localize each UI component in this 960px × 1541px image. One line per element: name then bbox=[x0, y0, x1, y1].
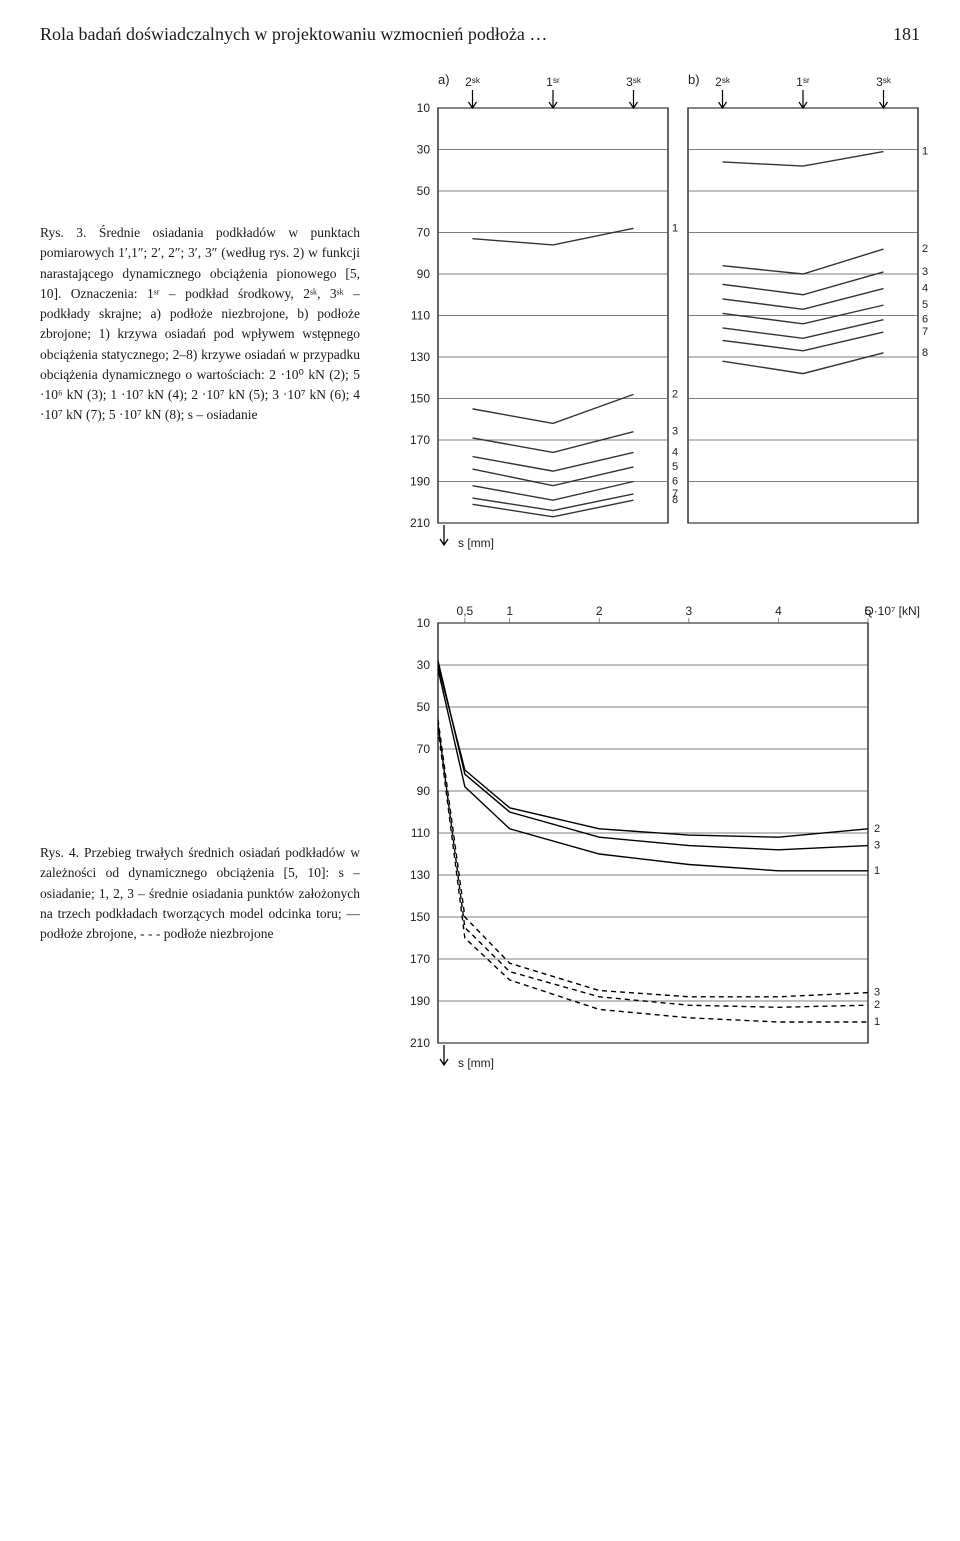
svg-text:4: 4 bbox=[672, 446, 678, 458]
svg-text:3: 3 bbox=[874, 840, 880, 852]
svg-text:170: 170 bbox=[410, 952, 430, 966]
svg-text:3: 3 bbox=[672, 426, 678, 438]
svg-text:50: 50 bbox=[417, 700, 431, 714]
svg-text:2: 2 bbox=[672, 388, 678, 400]
svg-text:1ˢʳ: 1ˢʳ bbox=[796, 75, 810, 89]
svg-text:1ˢʳ: 1ˢʳ bbox=[546, 75, 560, 89]
svg-text:2ˢᵏ: 2ˢᵏ bbox=[465, 75, 481, 89]
svg-text:130: 130 bbox=[410, 350, 430, 364]
figure-3-block: Rys. 3. Średnie osiadania podkładów w pu… bbox=[40, 73, 920, 553]
svg-text:0,5: 0,5 bbox=[457, 604, 474, 618]
svg-text:50: 50 bbox=[417, 184, 431, 198]
figure-4-caption: Rys. 4. Przebieg trwałych średnich osiad… bbox=[40, 593, 360, 944]
svg-text:8: 8 bbox=[672, 494, 678, 506]
svg-text:3: 3 bbox=[922, 266, 928, 278]
svg-text:1: 1 bbox=[672, 222, 678, 234]
svg-text:150: 150 bbox=[410, 392, 430, 406]
svg-text:Q·10⁷ [kN]: Q·10⁷ [kN] bbox=[864, 604, 920, 618]
svg-text:170: 170 bbox=[410, 433, 430, 447]
svg-text:1: 1 bbox=[874, 865, 880, 877]
svg-text:b): b) bbox=[688, 73, 700, 87]
svg-text:210: 210 bbox=[410, 1036, 430, 1050]
svg-text:6: 6 bbox=[922, 314, 928, 326]
svg-text:2: 2 bbox=[922, 243, 928, 255]
svg-text:210: 210 bbox=[410, 516, 430, 530]
svg-text:10: 10 bbox=[417, 101, 431, 115]
svg-text:150: 150 bbox=[410, 910, 430, 924]
svg-text:s [mm]: s [mm] bbox=[458, 1056, 494, 1070]
figure-3-svg: 10 30 50 70 90 110 130 150 170 190 210 s [mm] 2ˢᵏ 1ˢʳ… bbox=[388, 73, 928, 553]
svg-text:8: 8 bbox=[922, 347, 928, 359]
figure-4-svg: 10305070901101301501701902100,512345Q·10… bbox=[388, 593, 928, 1073]
svg-text:s [mm]: s [mm] bbox=[458, 536, 494, 550]
figure-3-caption-text: Średnie osiadania podkładów w punktach p… bbox=[40, 225, 360, 422]
figure-3-caption: Rys. 3. Średnie osiadania podkładów w pu… bbox=[40, 73, 360, 553]
page-number: 181 bbox=[893, 24, 920, 45]
figure-4-label: Rys. 4. bbox=[40, 845, 79, 860]
svg-text:190: 190 bbox=[410, 475, 430, 489]
svg-text:3: 3 bbox=[874, 987, 880, 999]
svg-text:5: 5 bbox=[922, 299, 928, 311]
svg-text:70: 70 bbox=[417, 742, 431, 756]
svg-text:1: 1 bbox=[506, 604, 513, 618]
svg-text:110: 110 bbox=[411, 309, 430, 323]
svg-text:3: 3 bbox=[685, 604, 692, 618]
figure-4-block: Rys. 4. Przebieg trwałych średnich osiad… bbox=[40, 593, 920, 1073]
svg-text:10: 10 bbox=[417, 616, 431, 630]
svg-text:190: 190 bbox=[410, 994, 430, 1008]
svg-text:4: 4 bbox=[922, 283, 928, 295]
svg-text:30: 30 bbox=[417, 658, 431, 672]
svg-text:6: 6 bbox=[672, 476, 678, 488]
figure-3-chart: 10 30 50 70 90 110 130 150 170 190 210 s [mm] 2ˢᵏ 1ˢʳ… bbox=[388, 73, 928, 553]
svg-text:90: 90 bbox=[417, 267, 431, 281]
svg-text:4: 4 bbox=[775, 604, 782, 618]
figure-4-caption-text: Przebieg trwałych średnich osiadań podkł… bbox=[40, 845, 360, 941]
svg-text:1: 1 bbox=[922, 146, 928, 158]
svg-text:110: 110 bbox=[411, 826, 430, 840]
svg-text:1: 1 bbox=[874, 1016, 880, 1028]
svg-text:5: 5 bbox=[672, 461, 678, 473]
svg-text:70: 70 bbox=[417, 226, 431, 240]
running-title: Rola badań doświadczalnych w projektowan… bbox=[40, 24, 547, 45]
svg-text:130: 130 bbox=[410, 868, 430, 882]
svg-text:90: 90 bbox=[417, 784, 431, 798]
svg-text:2: 2 bbox=[874, 823, 880, 835]
figure-4-chart: 10305070901101301501701902100,512345Q·10… bbox=[388, 593, 928, 1073]
svg-text:30: 30 bbox=[417, 143, 431, 157]
svg-text:2: 2 bbox=[596, 604, 603, 618]
svg-text:a): a) bbox=[438, 73, 450, 87]
page-header: Rola badań doświadczalnych w projektowan… bbox=[40, 24, 920, 45]
svg-text:3ˢᵏ: 3ˢᵏ bbox=[626, 75, 642, 89]
svg-text:3ˢᵏ: 3ˢᵏ bbox=[876, 75, 892, 89]
svg-text:2: 2 bbox=[874, 999, 880, 1011]
svg-text:2ˢᵏ: 2ˢᵏ bbox=[715, 75, 731, 89]
figure-3-label: Rys. 3. bbox=[40, 225, 86, 240]
svg-text:7: 7 bbox=[922, 326, 928, 338]
